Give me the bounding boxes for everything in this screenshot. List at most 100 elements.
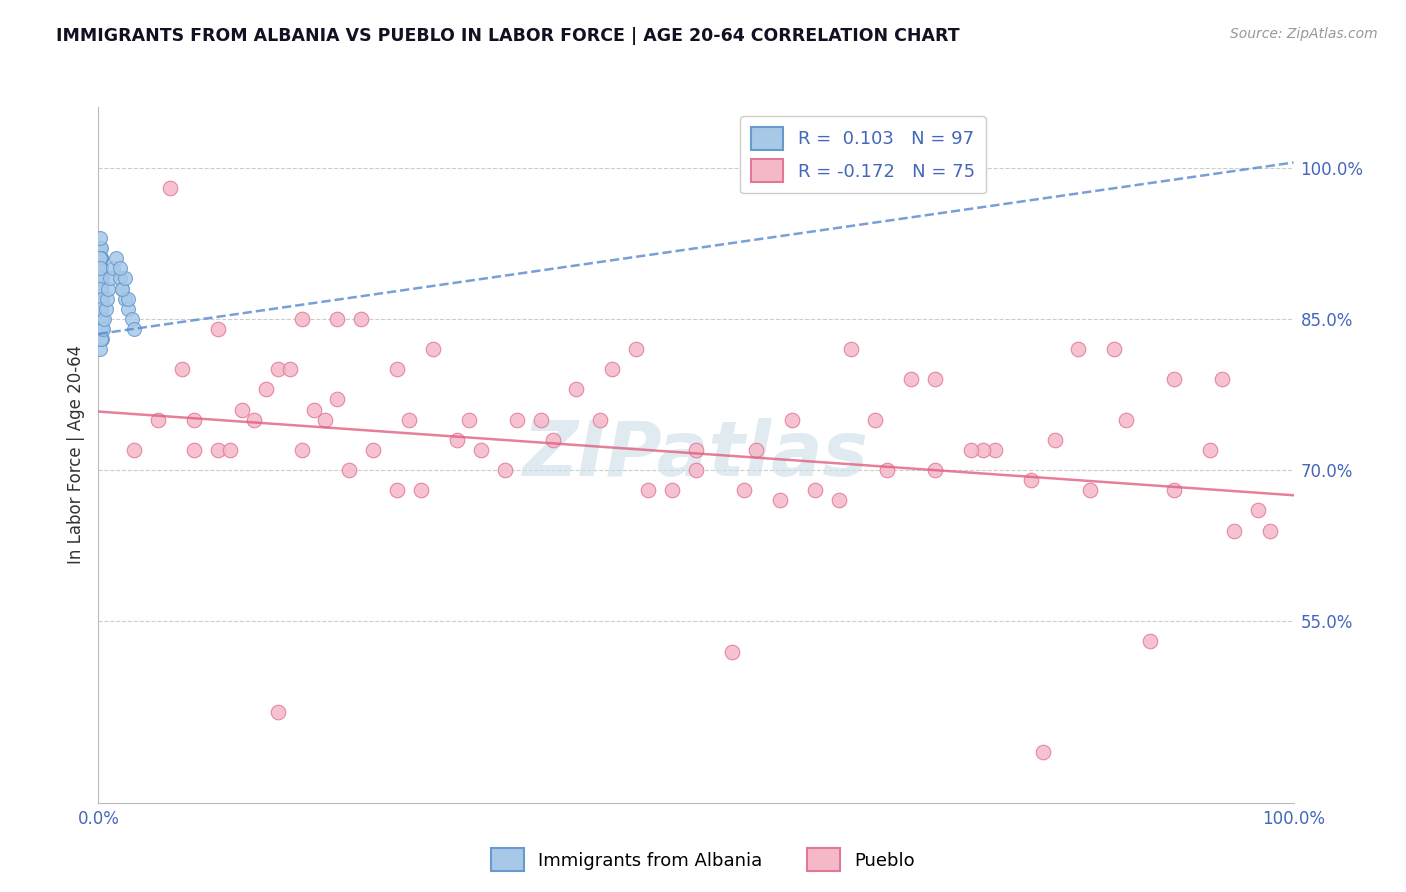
Legend: R =  0.103   N = 97, R = -0.172   N = 75: R = 0.103 N = 97, R = -0.172 N = 75: [740, 116, 986, 194]
Point: [108, 261, 131, 276]
Point: [90, 271, 112, 285]
Point: [89, 281, 111, 295]
Point: [89, 271, 111, 285]
Point: [98, 271, 122, 285]
Point: [89, 261, 111, 276]
Point: [337, 463, 360, 477]
Point: [1222, 524, 1246, 538]
Point: [207, 322, 229, 336]
Point: [89, 322, 111, 336]
Point: [111, 281, 134, 295]
Point: [89, 231, 111, 245]
Point: [91, 322, 114, 336]
Point: [183, 412, 205, 426]
Point: [398, 412, 420, 426]
Point: [267, 362, 290, 376]
Point: [89, 311, 111, 326]
Point: [89, 301, 111, 316]
Point: [685, 442, 707, 457]
Point: [90, 261, 112, 276]
Point: [828, 493, 851, 508]
Point: [91, 292, 114, 306]
Point: [89, 241, 111, 255]
Point: [91, 271, 114, 285]
Point: [90, 292, 112, 306]
Point: [90, 332, 112, 346]
Point: [105, 252, 128, 266]
Point: [1067, 342, 1090, 356]
Point: [159, 180, 181, 194]
Point: [114, 271, 136, 285]
Point: [422, 342, 444, 356]
Point: [124, 322, 146, 336]
Point: [231, 402, 253, 417]
Point: [91, 271, 114, 285]
Point: [661, 483, 683, 498]
Point: [1246, 503, 1268, 517]
Point: [924, 463, 946, 477]
Point: [89, 342, 111, 356]
Point: [411, 483, 433, 498]
Point: [315, 412, 337, 426]
Point: [685, 463, 707, 477]
Point: [90, 292, 112, 306]
Point: [363, 442, 385, 457]
Point: [90, 301, 112, 316]
Point: [91, 332, 114, 346]
Point: [96, 292, 118, 306]
Point: [90, 252, 112, 266]
Point: [101, 261, 124, 276]
Point: [111, 281, 134, 295]
Point: [89, 301, 111, 316]
Point: [90, 241, 112, 255]
Point: [278, 362, 301, 376]
Point: [900, 372, 922, 386]
Point: [90, 301, 112, 316]
Point: [90, 292, 112, 306]
Point: [326, 392, 349, 407]
Point: [90, 301, 112, 316]
Point: [91, 322, 114, 336]
Point: [89, 311, 111, 326]
Point: [90, 301, 112, 316]
Point: [90, 292, 112, 306]
Point: [90, 281, 112, 295]
Point: [768, 493, 790, 508]
Point: [1115, 412, 1137, 426]
Point: [89, 301, 111, 316]
Point: [91, 322, 114, 336]
Point: [89, 261, 111, 276]
Point: [89, 322, 111, 336]
Point: [89, 311, 111, 326]
Point: [1102, 342, 1125, 356]
Text: ZIPatlas: ZIPatlas: [523, 418, 869, 491]
Point: [94, 301, 117, 316]
Text: Source: ZipAtlas.com: Source: ZipAtlas.com: [1230, 27, 1378, 41]
Point: [93, 311, 115, 326]
Point: [350, 311, 373, 326]
Point: [90, 311, 112, 326]
Point: [90, 292, 112, 306]
Point: [121, 311, 143, 326]
Text: IMMIGRANTS FROM ALBANIA VS PUEBLO IN LABOR FORCE | AGE 20-64 CORRELATION CHART: IMMIGRANTS FROM ALBANIA VS PUEBLO IN LAB…: [56, 27, 960, 45]
Point: [89, 252, 111, 266]
Point: [124, 442, 146, 457]
Point: [148, 412, 170, 426]
Point: [637, 483, 659, 498]
Point: [90, 281, 112, 295]
Point: [780, 412, 803, 426]
Point: [458, 412, 481, 426]
Point: [1163, 372, 1185, 386]
Point: [90, 261, 112, 276]
Point: [290, 442, 312, 457]
Point: [90, 322, 112, 336]
Point: [97, 281, 120, 295]
Point: [90, 292, 112, 306]
Point: [624, 342, 647, 356]
Point: [89, 261, 111, 276]
Point: [89, 281, 111, 295]
Point: [972, 442, 994, 457]
Point: [470, 442, 492, 457]
Point: [89, 311, 111, 326]
Point: [89, 252, 111, 266]
